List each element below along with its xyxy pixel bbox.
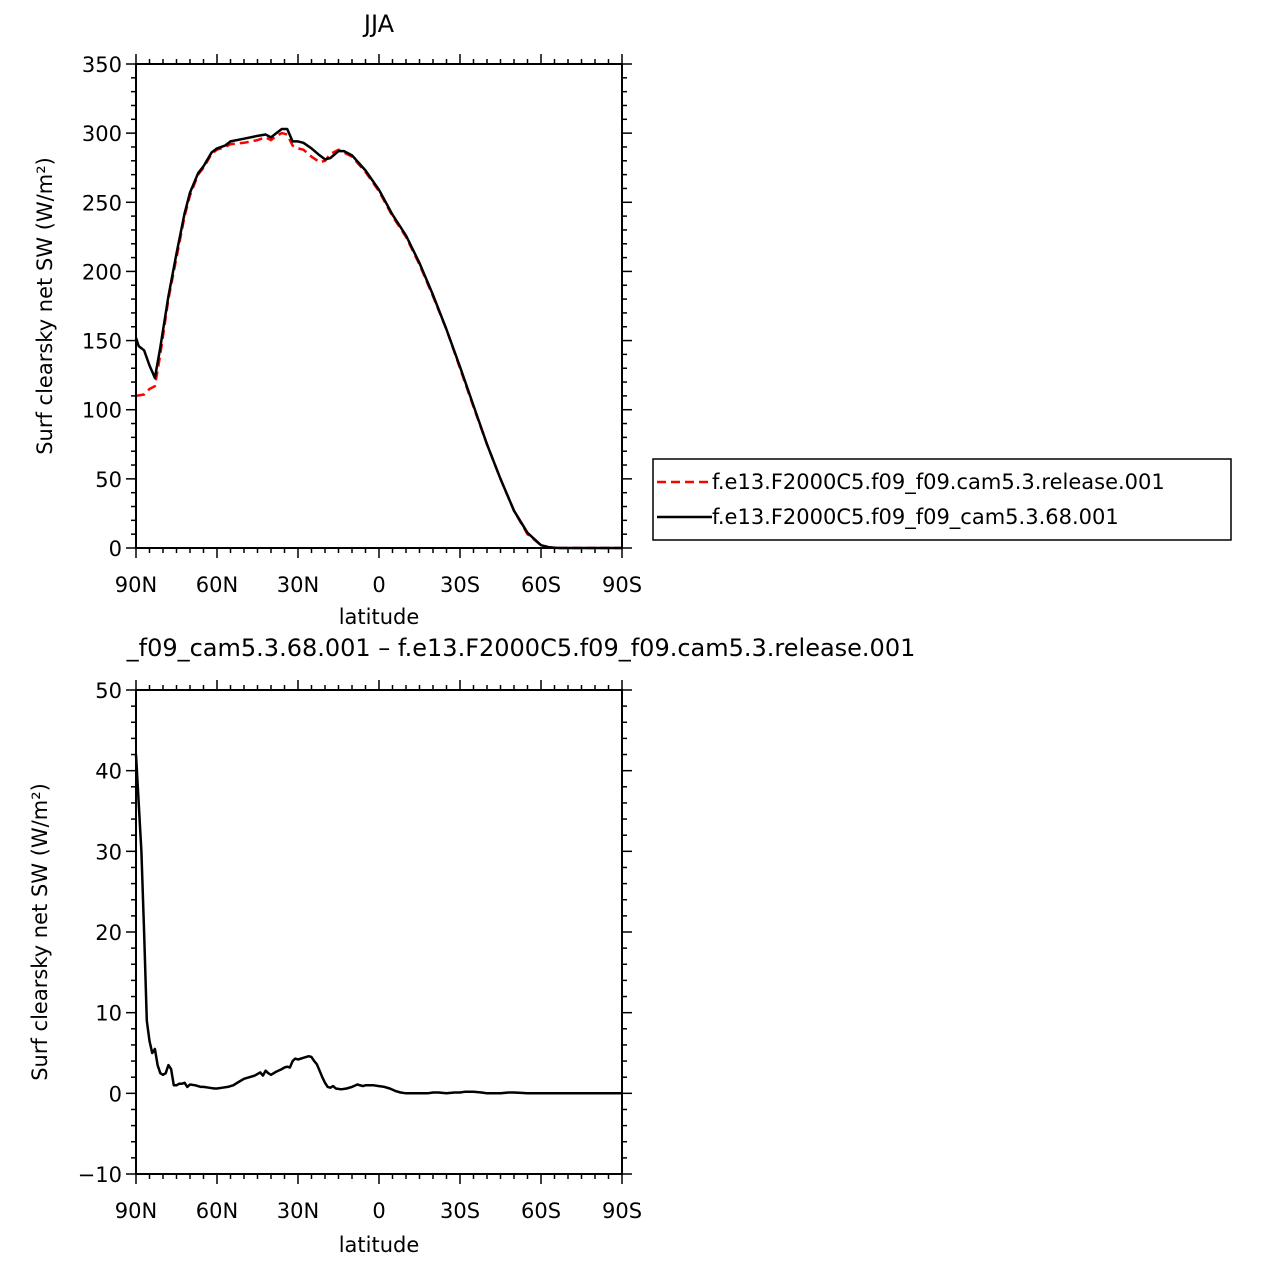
lower-panel-title: _f09_cam5.3.68.001 – f.e13.F2000C5.f09_f… bbox=[126, 634, 916, 662]
upper-series-line-0 bbox=[135, 131, 622, 550]
upper-y-tick-label: 300 bbox=[82, 122, 122, 146]
upper-series-line-1 bbox=[134, 127, 622, 550]
upper-x-tick-label: 60S bbox=[521, 573, 561, 597]
upper-y-tick-label: 350 bbox=[82, 53, 122, 77]
lower-y-tick-label: 10 bbox=[95, 1002, 122, 1026]
lower-x-tick-label: 90S bbox=[602, 1199, 642, 1223]
upper-x-tick-label: 60N bbox=[196, 573, 238, 597]
legend: f.e13.F2000C5.f09_f09.cam5.3.release.001… bbox=[652, 458, 1232, 541]
lower-y-tick-label: 30 bbox=[95, 840, 122, 864]
lower-x-tick-label: 30N bbox=[277, 1199, 319, 1223]
upper-y-tick-label: 150 bbox=[82, 330, 122, 354]
lower-x-tick-label: 60S bbox=[521, 1199, 561, 1223]
upper-plot-frame bbox=[135, 63, 623, 549]
upper-y-tick-label: 250 bbox=[82, 191, 122, 215]
legend-entry-cam5368: f.e13.F2000C5.f09_f09_cam5.3.68.001 bbox=[712, 505, 1119, 530]
lower-x-tick-label: 60N bbox=[196, 1199, 238, 1223]
lower-plot-frame bbox=[135, 689, 623, 1175]
lower-x-axis-label: latitude bbox=[339, 1233, 420, 1257]
upper-x-tick-label: 30N bbox=[277, 573, 319, 597]
lower-series-line-0 bbox=[134, 754, 622, 1095]
upper-y-tick-label: 100 bbox=[82, 399, 122, 423]
lower-x-tick-label: 0 bbox=[372, 1199, 385, 1223]
upper-y-axis-label: Surf clearsky net SW (W/m²) bbox=[33, 157, 57, 455]
legend-entry-release: f.e13.F2000C5.f09_f09.cam5.3.release.001 bbox=[712, 470, 1165, 495]
upper-panel: JJA 90N 60N 30N 0 30S 60S 90S 0 50 100 150 200 250 30… bbox=[33, 10, 642, 629]
lower-y-tick-label: 0 bbox=[109, 1082, 122, 1106]
upper-x-tick-label: 0 bbox=[372, 573, 385, 597]
lower-y-tick-label: 20 bbox=[95, 921, 122, 945]
upper-x-tick-label: 30S bbox=[440, 573, 480, 597]
upper-x-axis-label: latitude bbox=[339, 605, 420, 629]
upper-y-tick-label: 200 bbox=[82, 260, 122, 284]
upper-y-tick-label: 50 bbox=[95, 468, 122, 492]
lower-panel: _f09_cam5.3.68.001 – f.e13.F2000C5.f09_f… bbox=[28, 634, 915, 1257]
upper-x-tick-label: 90N bbox=[115, 573, 157, 597]
upper-panel-title: JJA bbox=[362, 10, 395, 38]
lower-x-tick-label: 30S bbox=[440, 1199, 480, 1223]
lower-y-axis-label: Surf clearsky net SW (W/m²) bbox=[28, 783, 52, 1081]
lower-y-tick-label: 40 bbox=[95, 760, 122, 784]
lower-y-tick-label: −10 bbox=[78, 1163, 122, 1187]
lower-x-tick-label: 90N bbox=[115, 1199, 157, 1223]
lower-y-tick-label: 50 bbox=[95, 679, 122, 703]
legend-box bbox=[652, 458, 1232, 541]
upper-x-tick-label: 90S bbox=[602, 573, 642, 597]
upper-y-tick-label: 0 bbox=[109, 537, 122, 561]
